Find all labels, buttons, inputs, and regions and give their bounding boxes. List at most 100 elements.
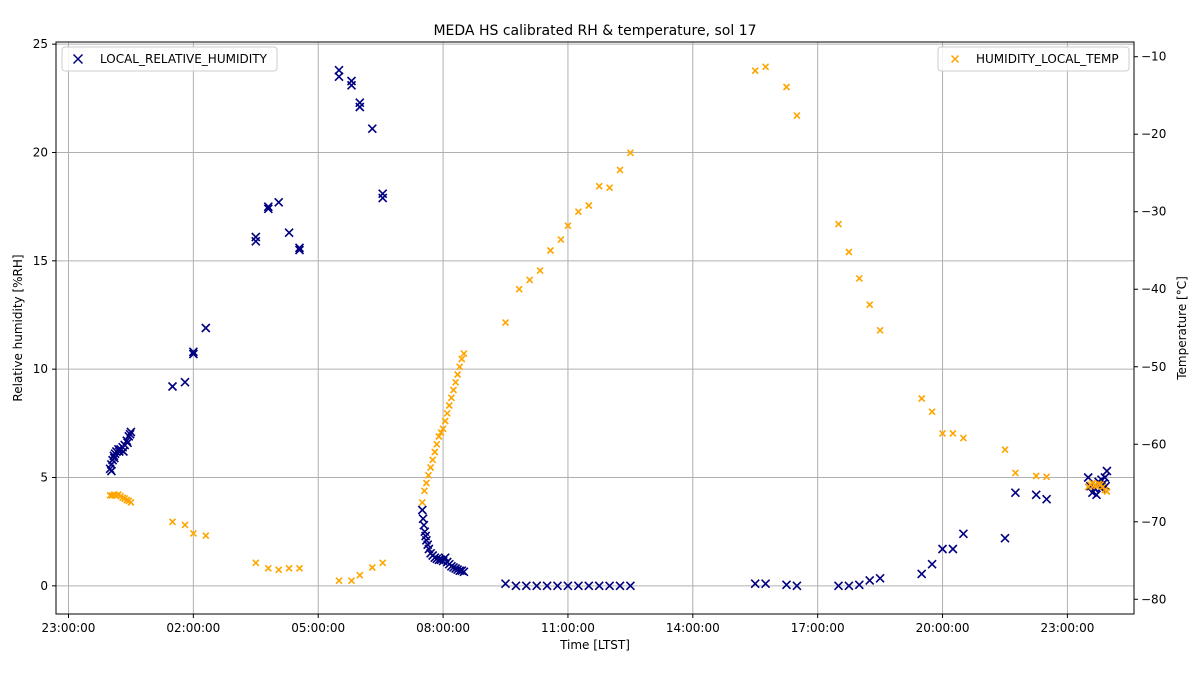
legend-left-box [61, 46, 278, 72]
x-tick-label: 17:00:00 [791, 621, 845, 635]
data-point [118, 446, 128, 457]
data-point [574, 208, 582, 216]
points-layer [105, 63, 1112, 591]
data-point [126, 427, 136, 437]
y-tick-label: 25 [33, 37, 48, 51]
data-point [500, 579, 511, 589]
data-point [460, 350, 468, 358]
data-point [437, 429, 445, 437]
data-point [616, 166, 624, 174]
data-point [435, 432, 443, 441]
data-point [459, 567, 469, 577]
data-point [958, 529, 968, 539]
x-tick-label: 23:00:00 [42, 621, 96, 635]
data-point [418, 498, 426, 506]
y-tick-label: 0 [40, 579, 48, 593]
x-tick-label: 20:00:00 [916, 621, 970, 635]
data-point [844, 581, 854, 591]
data-point [949, 429, 957, 437]
data-point [427, 463, 435, 472]
x-axis: 23:00:00 02:00:00 05:00:00 08:00:00 11:00:00… [42, 614, 1094, 635]
data-point [431, 448, 439, 456]
data-point [876, 326, 884, 334]
data-point [918, 394, 926, 403]
plot-area [56, 42, 1134, 614]
data-point [563, 581, 573, 591]
data-point [201, 323, 211, 333]
data-point [865, 575, 875, 585]
data-point [557, 236, 565, 244]
data-point [866, 301, 874, 309]
data-point [168, 518, 177, 526]
data-point [285, 564, 293, 572]
data-point [564, 222, 572, 230]
data-point [552, 581, 563, 591]
x-tick-label: 23:00:00 [1040, 621, 1094, 635]
data-point [188, 347, 198, 357]
data-point [948, 544, 958, 554]
data-point [605, 581, 615, 591]
data-point [422, 479, 430, 487]
data-point [959, 434, 967, 442]
chart-title: MEDA HS calibrated RH & temperature, sol… [433, 23, 756, 39]
data-point [443, 409, 451, 417]
data-point [368, 563, 376, 572]
data-point [114, 446, 124, 457]
data-point [275, 566, 283, 574]
data-point [417, 505, 427, 515]
y2-tick-label: −50 [1141, 360, 1166, 374]
data-point [626, 149, 634, 157]
data-point [284, 228, 294, 238]
data-point [536, 267, 544, 275]
data-point [335, 577, 343, 585]
data-point [447, 394, 455, 402]
data-point [445, 401, 453, 410]
data-point [1103, 487, 1111, 496]
y2-tick-label: −40 [1141, 282, 1166, 296]
data-point [833, 581, 844, 591]
y2-tick-label: −30 [1141, 205, 1166, 219]
series-humidity-local-temp [106, 63, 1111, 585]
data-point [917, 569, 927, 579]
data-point [1000, 533, 1010, 543]
data-point [615, 581, 625, 591]
y2-tick-label: −20 [1141, 127, 1166, 141]
data-point [424, 471, 433, 479]
data-point [334, 72, 344, 82]
data-point [762, 63, 770, 71]
data-point [251, 232, 261, 242]
data-point [295, 564, 304, 572]
data-point [181, 521, 189, 529]
data-point [452, 378, 460, 386]
y-axis-left: 0 5 10 15 20 25 [33, 37, 56, 593]
x-axis-title: Time [LTST] [559, 638, 630, 652]
data-point [606, 184, 614, 192]
data-point [458, 355, 466, 363]
data-point [188, 349, 198, 359]
data-point [167, 381, 178, 392]
data-point [750, 579, 760, 589]
data-point [189, 529, 197, 537]
data-point [1083, 472, 1093, 483]
legend-right-label: HUMIDITY_LOCAL_TEMP [976, 52, 1119, 66]
data-point [109, 453, 119, 463]
data-point [355, 102, 365, 112]
data-point [274, 197, 284, 207]
data-point [793, 112, 801, 120]
data-point [573, 581, 583, 591]
data-point [456, 363, 464, 371]
y2-tick-label: −70 [1141, 515, 1166, 529]
data-point [515, 285, 523, 293]
data-point [1043, 473, 1051, 481]
data-point [594, 581, 604, 591]
y-tick-label: 5 [40, 471, 48, 485]
data-point [1091, 490, 1102, 500]
legend-left: LOCAL_RELATIVE_HUMIDITY [61, 46, 278, 72]
plot-frame [55, 41, 1135, 615]
data-point [123, 438, 133, 448]
legend-right-box [937, 46, 1130, 72]
data-point [928, 408, 936, 416]
data-point [625, 581, 635, 591]
y2-tick-label: −10 [1141, 50, 1166, 64]
